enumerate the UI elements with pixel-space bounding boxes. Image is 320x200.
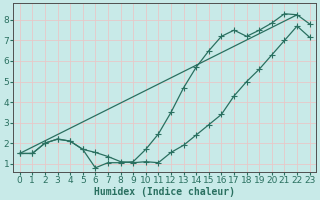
X-axis label: Humidex (Indice chaleur): Humidex (Indice chaleur) (94, 186, 235, 197)
